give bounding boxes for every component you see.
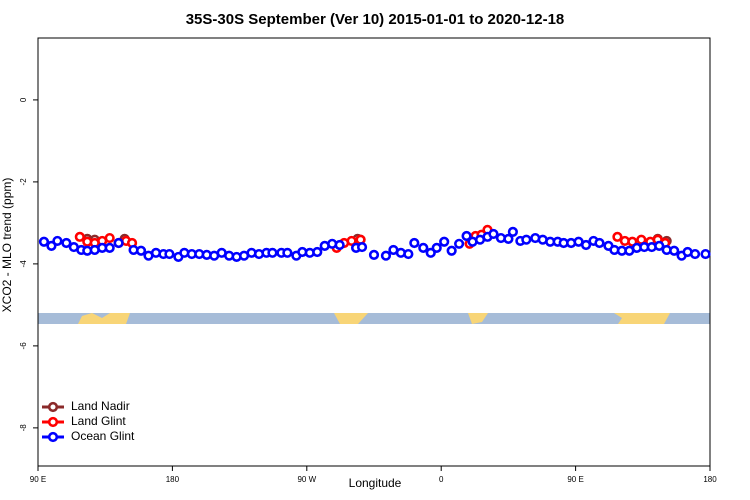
y-tick-label: 0 <box>19 97 28 102</box>
data-point <box>267 247 278 258</box>
data-point <box>461 230 472 242</box>
x-tick-label: 180 <box>166 475 180 484</box>
data-point <box>431 242 442 254</box>
legend-marker <box>47 431 59 443</box>
y-tick-label: -4 <box>19 260 28 268</box>
data-point <box>135 245 147 256</box>
data-point <box>164 248 175 260</box>
data-point <box>61 237 72 249</box>
data-point <box>654 240 665 251</box>
x-axis-label: Longitude <box>349 476 402 490</box>
data-point <box>418 242 429 254</box>
data-point <box>403 248 414 260</box>
data-point <box>38 236 50 247</box>
y-tick-label: -6 <box>19 342 28 350</box>
data-point <box>689 248 701 260</box>
legend-marker <box>47 401 59 413</box>
map-strip <box>38 313 710 324</box>
data-point <box>312 246 323 258</box>
y-axis-label: XCO2 - MLO trend (ppm) <box>0 178 14 313</box>
data-point <box>346 235 357 247</box>
data-point <box>488 228 499 240</box>
data-point <box>356 241 368 253</box>
y-tick-label: -2 <box>19 178 28 186</box>
x-tick-label: 90 E <box>30 475 46 484</box>
legend-marker <box>47 416 59 428</box>
data-point <box>446 245 457 256</box>
data-point <box>612 231 623 242</box>
data-point <box>454 238 465 249</box>
data-point <box>380 250 392 261</box>
legend-label: Land Nadir <box>71 399 130 413</box>
data-point <box>507 226 518 238</box>
data-point <box>700 248 711 260</box>
data-point <box>594 237 605 249</box>
data-point <box>409 237 420 249</box>
data-point <box>113 237 124 249</box>
legend-label: Land Glint <box>71 414 126 428</box>
data-point <box>104 232 115 244</box>
data-point <box>52 235 63 247</box>
data-point <box>521 234 532 245</box>
y-tick-label: -8 <box>19 424 28 432</box>
chart-title: 35S-30S September (Ver 10) 2015-01-01 to… <box>186 11 565 28</box>
legend-label: Ocean Glint <box>71 429 135 443</box>
data-point <box>368 249 380 260</box>
data-point <box>74 231 85 242</box>
x-tick-label: 180 <box>703 475 717 484</box>
data-point <box>439 236 450 247</box>
x-tick-label: 90 W <box>297 475 316 484</box>
data-point <box>503 233 514 244</box>
data-point <box>580 239 592 251</box>
x-tick-label: 90 E <box>567 475 583 484</box>
data-point <box>334 239 345 251</box>
data-point <box>669 245 680 256</box>
data-point <box>282 247 293 258</box>
x-tick-label: 0 <box>439 475 444 484</box>
data-point <box>104 242 115 254</box>
